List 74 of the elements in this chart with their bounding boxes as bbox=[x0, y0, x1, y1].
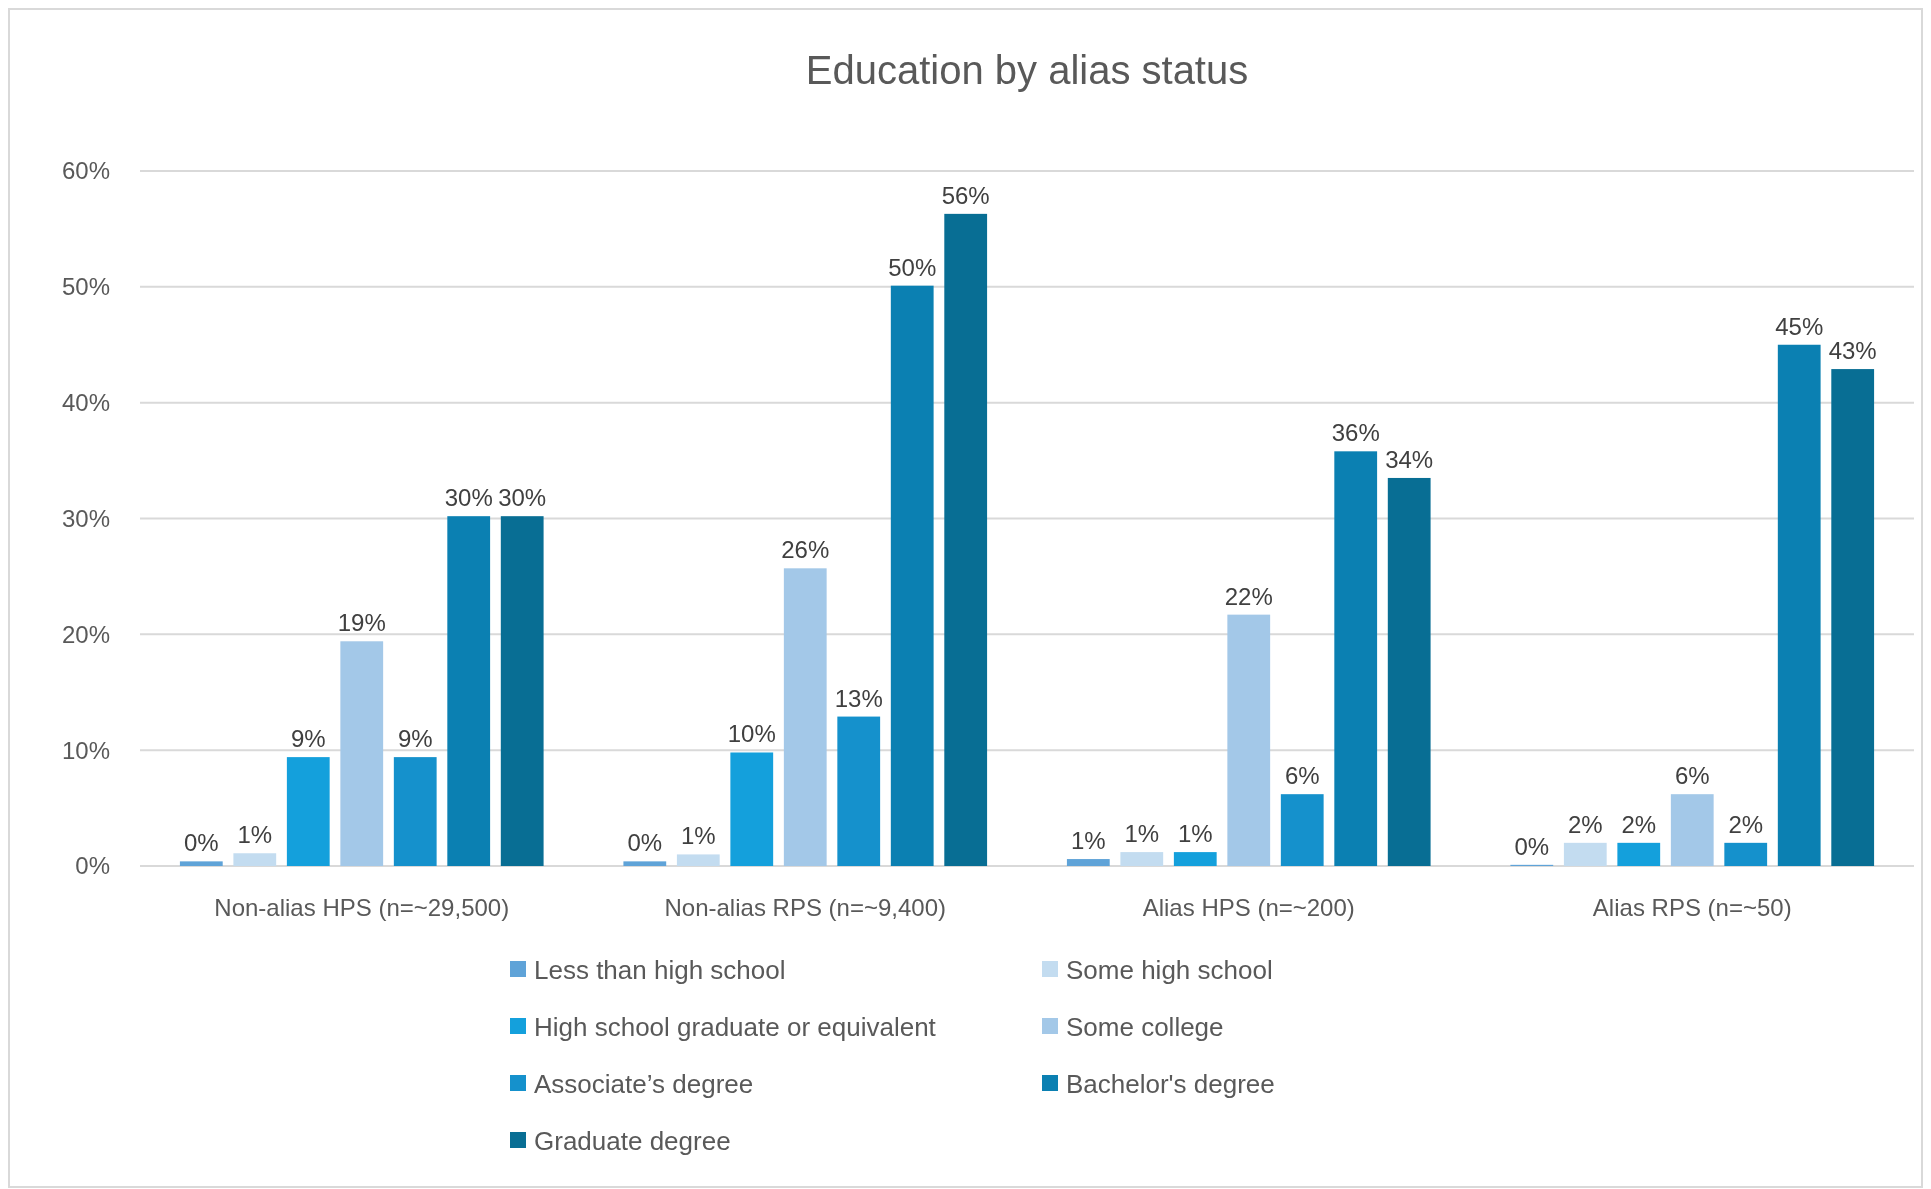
legend-label: Graduate degree bbox=[534, 1126, 731, 1157]
data-label: 43% bbox=[1828, 337, 1877, 365]
data-label: 2% bbox=[1728, 810, 1764, 838]
data-label: 9% bbox=[290, 725, 326, 753]
x-tick-label: Non-alias RPS (n=~9,400) bbox=[664, 894, 946, 921]
bar bbox=[233, 853, 277, 866]
bar bbox=[1173, 852, 1217, 866]
y-tick-label: 60% bbox=[61, 157, 110, 185]
bar bbox=[676, 854, 720, 866]
data-label: 56% bbox=[941, 181, 990, 209]
data-label: 1% bbox=[237, 821, 273, 849]
data-label: 22% bbox=[1224, 582, 1273, 610]
bar bbox=[944, 213, 988, 866]
y-tick-label: 30% bbox=[61, 504, 110, 532]
legend-label: Bachelor's degree bbox=[1066, 1069, 1275, 1100]
bar bbox=[1227, 614, 1271, 866]
data-label: 0% bbox=[183, 829, 219, 857]
y-tick-label: 20% bbox=[61, 620, 110, 648]
data-label: 2% bbox=[1567, 810, 1603, 838]
bar bbox=[1670, 794, 1714, 866]
x-tick-label: Non-alias HPS (n=~29,500) bbox=[214, 894, 510, 921]
data-label: 1% bbox=[1124, 820, 1160, 848]
data-label: 6% bbox=[1674, 762, 1710, 790]
legend-label: Less than high school bbox=[534, 955, 786, 986]
bar bbox=[500, 516, 544, 866]
bar bbox=[837, 716, 881, 866]
bar bbox=[1387, 477, 1431, 866]
data-label: 2% bbox=[1621, 810, 1657, 838]
bar bbox=[1066, 859, 1110, 866]
data-label: 10% bbox=[727, 720, 776, 748]
bar bbox=[1120, 852, 1164, 866]
y-tick-label: 40% bbox=[61, 389, 110, 417]
data-label: 0% bbox=[627, 829, 663, 857]
data-label: 50% bbox=[888, 253, 937, 281]
legend-label: Associate’s degree bbox=[534, 1069, 754, 1100]
data-label: 1% bbox=[1177, 820, 1213, 848]
bar bbox=[730, 752, 774, 866]
y-tick-label: 10% bbox=[61, 736, 110, 764]
bar bbox=[783, 568, 827, 866]
data-label: 30% bbox=[498, 484, 547, 512]
data-label: 34% bbox=[1385, 445, 1434, 473]
data-label: 1% bbox=[680, 822, 716, 850]
data-label: 45% bbox=[1775, 312, 1824, 340]
data-label: 30% bbox=[444, 484, 493, 512]
bar bbox=[1563, 842, 1607, 866]
bar bbox=[447, 516, 491, 866]
bar bbox=[1831, 369, 1875, 866]
bar bbox=[623, 861, 667, 866]
data-label: 9% bbox=[397, 725, 433, 753]
data-label: 0% bbox=[1514, 832, 1550, 860]
bar bbox=[1724, 842, 1768, 866]
bar bbox=[1280, 794, 1324, 866]
bar bbox=[393, 757, 437, 866]
bar bbox=[1617, 842, 1661, 866]
data-label: 1% bbox=[1070, 827, 1106, 855]
x-tick-label: Alias HPS (n=~200) bbox=[1142, 894, 1355, 921]
chart-title: Education by alias status bbox=[805, 48, 1249, 92]
legend-label: Some high school bbox=[1066, 955, 1273, 986]
bar bbox=[340, 641, 384, 866]
bar bbox=[286, 757, 330, 866]
data-label: 13% bbox=[834, 684, 883, 712]
legend-label: High school graduate or equivalent bbox=[534, 1012, 937, 1043]
bar bbox=[1334, 451, 1378, 866]
bar bbox=[179, 861, 223, 866]
y-tick-label: 0% bbox=[75, 852, 110, 880]
data-label: 36% bbox=[1331, 419, 1380, 447]
bar bbox=[1777, 344, 1821, 866]
bar bbox=[890, 285, 934, 866]
legend-label: Some college bbox=[1066, 1012, 1224, 1043]
data-label: 19% bbox=[337, 609, 386, 637]
x-tick-label: Alias RPS (n=~50) bbox=[1592, 894, 1792, 921]
y-tick-label: 50% bbox=[61, 273, 110, 301]
data-label: 6% bbox=[1284, 762, 1320, 790]
data-label: 26% bbox=[781, 536, 830, 564]
